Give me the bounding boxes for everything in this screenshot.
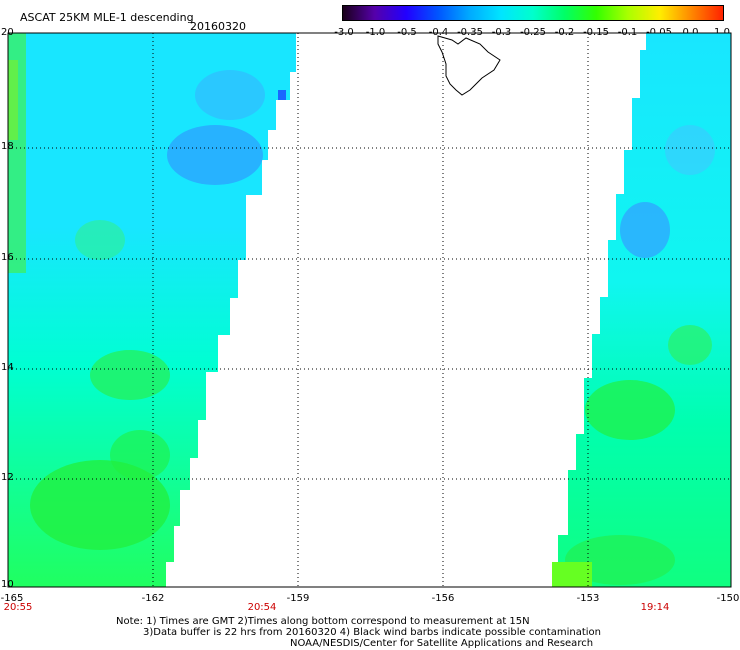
lat-label: 12 [1,472,14,483]
lat-label: 14 [1,362,14,373]
lon-label: -162 [141,593,165,604]
right-swath [552,33,731,587]
lat-label: 16 [1,252,14,263]
graticule [8,33,731,587]
time-label: 20:54 [247,602,277,613]
time-label: 19:14 [640,602,670,613]
lat-label: 10 [1,579,14,590]
right-blue-patch [620,202,670,258]
lon-label: -156 [431,593,455,604]
note-line-1: Note: 1) Times are GMT 2)Times along bot… [116,616,530,627]
colorbar [342,5,724,21]
island-outline [437,35,501,96]
lon-label: -165 [0,593,24,604]
blue-patch [167,125,263,185]
title: ASCAT 25KM MLE-1 descending [20,11,194,24]
right-green-patch [585,380,675,440]
date-label: 20160320 [190,20,246,33]
note-line-2: 3)Data buffer is 22 hrs from 20160320 4)… [143,627,601,638]
lat-label: 20 [1,27,14,38]
lon-label: -150 [716,593,740,604]
lat-label: 18 [1,141,14,152]
lon-label: -153 [576,593,600,604]
note-line-3: NOAA/NESDIS/Center for Satellite Applica… [290,638,594,649]
time-label: 20:55 [3,602,33,613]
green-patch [30,460,170,550]
lon-label: -159 [286,593,310,604]
